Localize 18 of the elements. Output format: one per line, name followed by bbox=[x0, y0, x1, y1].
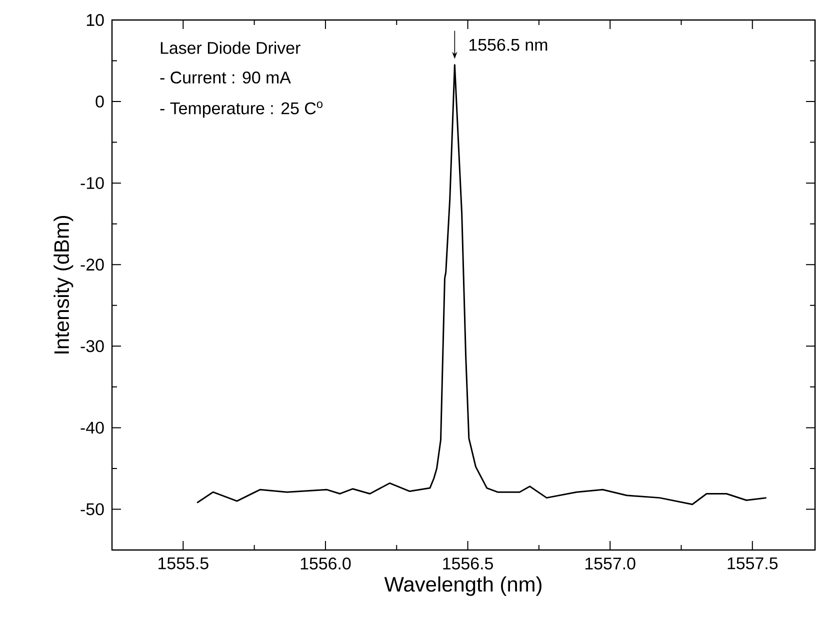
annotation: - Current : 90 mA bbox=[160, 72, 291, 84]
annotation: Laser Diode Driver bbox=[160, 42, 300, 54]
y-tick-label: -20 bbox=[80, 258, 104, 271]
x-tick-label: 1556.5 bbox=[443, 558, 493, 570]
y-tick-label: -50 bbox=[80, 503, 104, 516]
y-axis-title: Intensity (dBm) bbox=[54, 216, 74, 354]
x-tick-label: 1555.5 bbox=[158, 558, 208, 570]
annotation: - Temperature : 25 C$^{o}$ bbox=[160, 102, 322, 118]
annotation: 1556.5 nm bbox=[470, 38, 548, 51]
y-tick-label: 0 bbox=[96, 96, 104, 108]
x-axis-title: Wavelength (nm) bbox=[384, 576, 542, 596]
y-tick-label: 10 bbox=[86, 14, 104, 26]
y-tick-label: -30 bbox=[80, 340, 104, 352]
x-tick-label: 1557.5 bbox=[728, 558, 778, 570]
x-tick-label: 1557.0 bbox=[585, 558, 636, 570]
x-tick-label: 1556.0 bbox=[300, 558, 351, 570]
y-tick-label: -10 bbox=[80, 177, 104, 190]
y-tick-label: -40 bbox=[80, 422, 104, 434]
